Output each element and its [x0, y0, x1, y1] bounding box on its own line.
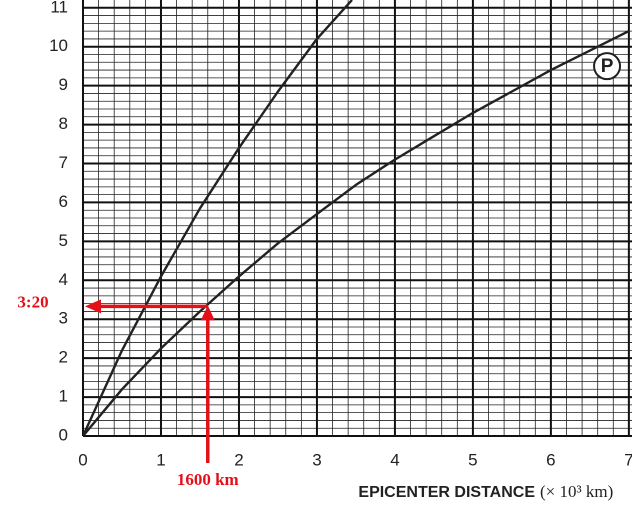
curves	[83, 0, 630, 436]
x-tick-label: 2	[234, 450, 243, 469]
x-tick-label: 0	[78, 450, 87, 469]
y-tick-label: 10	[49, 36, 68, 55]
y-tick-label: 9	[59, 75, 68, 94]
arrow-head	[85, 299, 101, 314]
y-tick-label: 8	[59, 114, 68, 133]
y-tick-label: 1	[59, 387, 68, 406]
annotation: 3:20	[17, 292, 48, 311]
y-tick-label: 4	[59, 270, 68, 289]
y-tick-label: 0	[59, 425, 68, 444]
grid	[82, 0, 632, 437]
x-axis-unit: (× 10³ km)	[540, 482, 613, 501]
annotation: 1600 km	[177, 470, 239, 489]
x-tick-label: 6	[546, 450, 555, 469]
curve	[83, 30, 630, 436]
y-tick-label: 3	[59, 309, 68, 328]
x-tick-label: 4	[390, 450, 399, 469]
x-tick-label: 3	[312, 450, 321, 469]
x-axis-label: EPICENTER DISTANCE	[358, 484, 535, 501]
curve	[83, 0, 353, 436]
arrow-head	[200, 305, 215, 321]
series-label: P	[601, 56, 614, 77]
y-tick-label: 6	[59, 192, 68, 211]
y-tick-label: 2	[59, 348, 68, 367]
y-tick-label: 5	[59, 231, 68, 250]
series-label-circle	[593, 52, 622, 81]
x-tick-label: 1	[156, 450, 165, 469]
x-tick-label: 7	[624, 450, 632, 469]
y-tick-label: 7	[59, 153, 68, 172]
x-tick-label: 5	[468, 450, 477, 469]
y-tick-label: 11	[50, 0, 68, 16]
overlay: 0 1 2 3 4 5 6 7 0 1 2 3 4 5 6 7 8 9 10 11 P 3:20 1600 km	[17, 0, 632, 489]
